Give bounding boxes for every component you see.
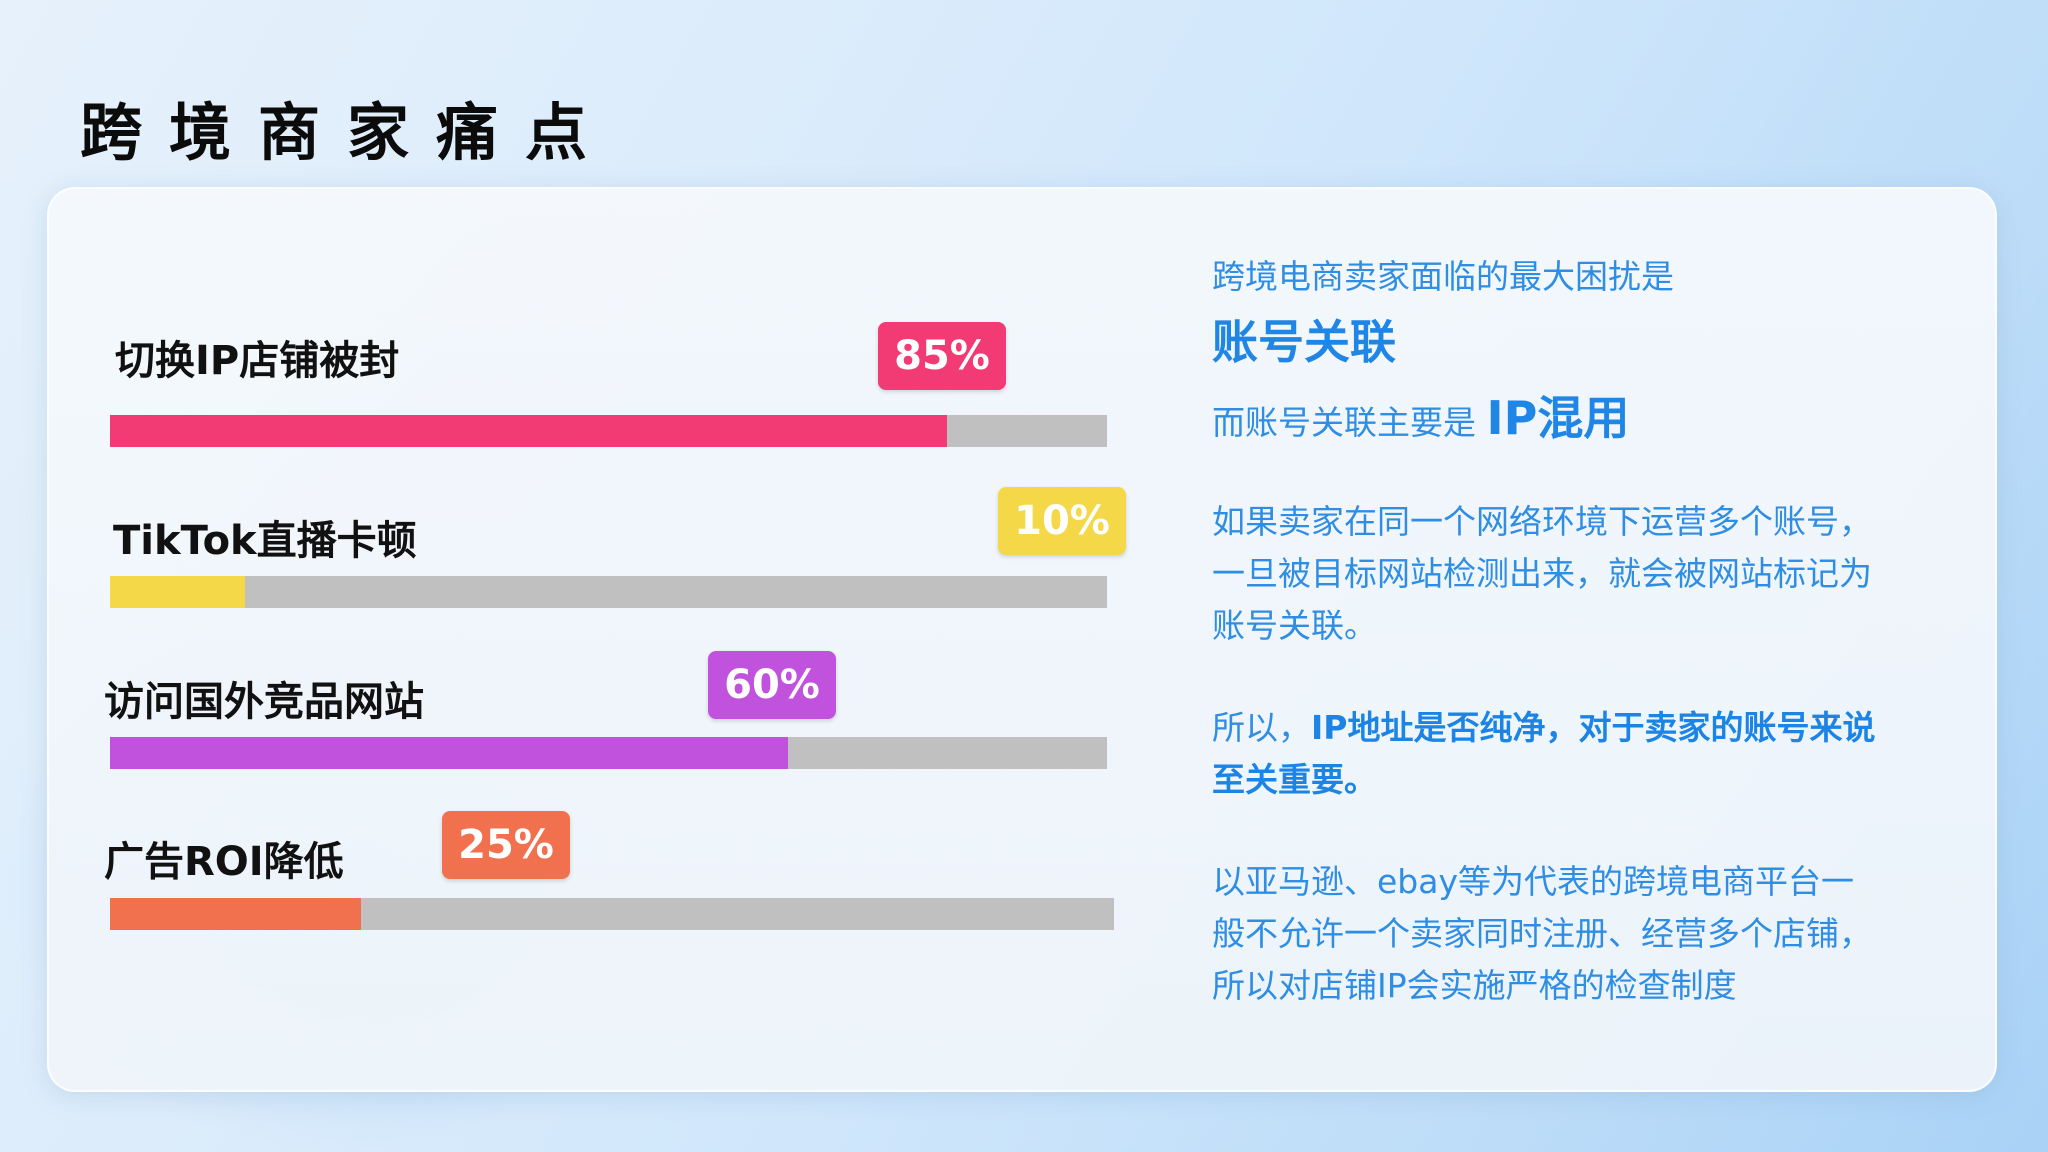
percent-badge: 85% bbox=[878, 322, 1006, 390]
progress-fill bbox=[110, 737, 788, 769]
page-title: 跨境商家痛点 bbox=[80, 96, 615, 169]
percent-badge: 60% bbox=[708, 651, 836, 719]
paragraph-line: 一旦被目标网站检测出来，就会被网站标记为 bbox=[1212, 554, 1872, 593]
progress-bar bbox=[110, 737, 1107, 769]
item-label: 访问国外竞品网站 bbox=[104, 679, 424, 725]
paragraph-line: 如果卖家在同一个网络环境下运营多个账号， bbox=[1212, 502, 1872, 541]
content-card bbox=[47, 187, 1997, 1092]
paragraph-line: 所以对店铺IP会实施严格的检查制度 bbox=[1212, 966, 1737, 1005]
progress-bar bbox=[110, 898, 1114, 930]
percent-badge: 25% bbox=[442, 811, 570, 879]
paragraph-line: 账号关联。 bbox=[1212, 606, 1377, 645]
paragraph-3: 以亚马逊、ebay等为代表的跨境电商平台一 般不允许一个卖家同时注册、经营多个店… bbox=[1212, 856, 1992, 1012]
intro-line: 跨境电商卖家面临的最大困扰是 bbox=[1212, 257, 1674, 296]
cause-line: 而账号关联主要是 IP混用 bbox=[1212, 392, 1992, 449]
cause-prefix: 而账号关联主要是 bbox=[1212, 403, 1487, 442]
cause-emphasis: IP混用 bbox=[1486, 391, 1630, 445]
item-label: TikTok直播卡顿 bbox=[113, 518, 417, 564]
percent-badge: 10% bbox=[998, 487, 1126, 555]
para2-emphasis: IP地址是否纯净，对于卖家的账号来说 bbox=[1311, 708, 1876, 747]
paragraph-line: 所以，IP地址是否纯净，对于卖家的账号来说 bbox=[1212, 702, 1992, 754]
paragraph-1: 如果卖家在同一个网络环境下运营多个账号， 一旦被目标网站检测出来，就会被网站标记… bbox=[1212, 496, 1992, 652]
para2-prefix: 所以， bbox=[1212, 708, 1311, 747]
progress-fill bbox=[110, 576, 245, 608]
progress-bar bbox=[110, 576, 1107, 608]
item-label: 切换IP店铺被封 bbox=[115, 338, 400, 384]
key-issue: 账号关联 bbox=[1212, 315, 1396, 369]
paragraph-line: 至关重要。 bbox=[1212, 754, 1992, 806]
progress-bar bbox=[110, 415, 1107, 447]
para2-emphasis: 至关重要。 bbox=[1212, 760, 1377, 799]
item-label: 广告ROI降低 bbox=[104, 839, 344, 885]
progress-fill bbox=[110, 415, 948, 447]
progress-fill bbox=[110, 898, 361, 930]
paragraph-2: 所以，IP地址是否纯净，对于卖家的账号来说 至关重要。 bbox=[1212, 702, 1992, 806]
paragraph-line: 以亚马逊、ebay等为代表的跨境电商平台一 bbox=[1212, 862, 1855, 901]
paragraph-line: 般不允许一个卖家同时注册、经营多个店铺， bbox=[1212, 914, 1872, 953]
